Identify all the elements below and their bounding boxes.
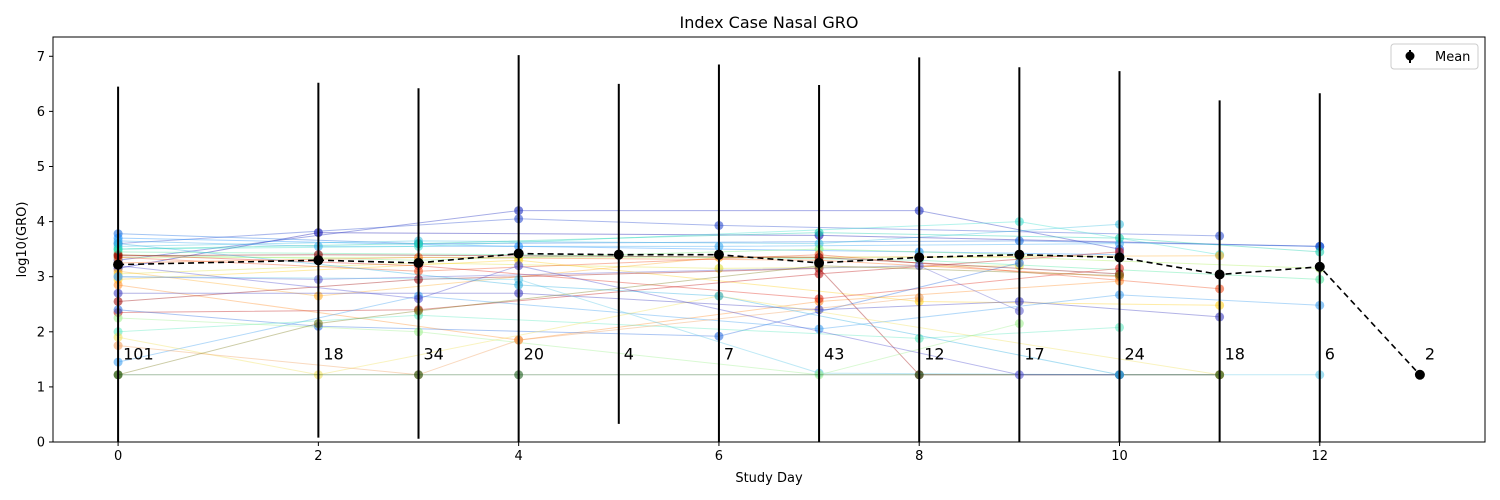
count-label-5: 7 — [724, 344, 734, 363]
y-tick-label-6: 6 — [37, 105, 45, 120]
mean-point-2 — [413, 257, 424, 268]
x-tick-label-1: 2 — [314, 449, 322, 464]
mean-point-8 — [1014, 249, 1025, 260]
y-tick-label-7: 7 — [37, 50, 45, 65]
count-label-10: 18 — [1225, 344, 1245, 363]
count-label-6: 43 — [824, 344, 844, 363]
y-tick-label-2: 2 — [37, 325, 45, 340]
count-label-1: 18 — [323, 344, 343, 363]
mean-point-10 — [1214, 269, 1225, 280]
count-label-2: 34 — [424, 344, 444, 363]
mean-point-7 — [914, 252, 925, 263]
subject-line-20 — [118, 254, 1120, 275]
subject-line-21 — [118, 292, 1220, 318]
y-axis-ticks: 0 1 2 3 4 5 6 7 — [37, 50, 53, 451]
mean-point-3 — [513, 248, 524, 259]
mean-point-6 — [814, 257, 825, 268]
legend-marker — [1405, 51, 1415, 61]
legend-box — [1390, 43, 1479, 70]
y-axis-label: log10(GRO) — [15, 202, 30, 278]
subject-line-7 — [118, 221, 1220, 256]
x-tick-label-4: 8 — [915, 449, 923, 464]
y-tick-label-4: 4 — [37, 215, 45, 230]
mean-point-9 — [1114, 252, 1125, 263]
y-tick-label-3: 3 — [37, 270, 45, 285]
x-tick-label-6: 12 — [1311, 449, 1328, 464]
x-tick-label-2: 4 — [515, 449, 523, 464]
mean-point-12 — [1414, 369, 1425, 380]
subject-line-27 — [118, 317, 1020, 376]
count-label-7: 12 — [924, 344, 944, 363]
x-tick-label-5: 10 — [1111, 449, 1128, 464]
legend: Mean — [1390, 43, 1479, 70]
subject-line-0 — [118, 232, 1320, 269]
count-label-4: 4 — [624, 344, 634, 363]
count-label-12: 2 — [1425, 344, 1435, 363]
x-tick-label-0: 0 — [114, 449, 122, 464]
plot-area-frame — [52, 36, 1486, 443]
error-bars — [117, 55, 1321, 442]
legend-label: Mean — [1435, 50, 1470, 65]
y-tick-label-0: 0 — [37, 436, 45, 451]
x-tick-label-3: 6 — [715, 449, 723, 464]
x-axis-label: Study Day — [735, 471, 803, 486]
y-tick-label-1: 1 — [37, 380, 45, 395]
y-tick-label-5: 5 — [37, 160, 45, 175]
count-label-3: 20 — [524, 344, 544, 363]
mean-point-0 — [113, 259, 124, 270]
count-labels: 101 18 34 20 4 7 43 12 17 24 18 6 2 — [123, 344, 1435, 363]
count-label-11: 6 — [1325, 344, 1335, 363]
mean-point-11 — [1314, 261, 1325, 272]
count-label-9: 24 — [1124, 344, 1144, 363]
count-label-8: 17 — [1024, 344, 1044, 363]
count-label-0: 101 — [123, 344, 154, 363]
mean-series — [113, 248, 1425, 380]
mean-point-4 — [613, 249, 624, 260]
x-axis-ticks: 0 2 4 6 8 10 12 — [114, 442, 1328, 464]
mean-point-1 — [313, 255, 324, 266]
mean-point-5 — [713, 249, 724, 260]
chart-title: Index Case Nasal GRO — [680, 13, 859, 32]
subject-line-11 — [118, 262, 1020, 275]
